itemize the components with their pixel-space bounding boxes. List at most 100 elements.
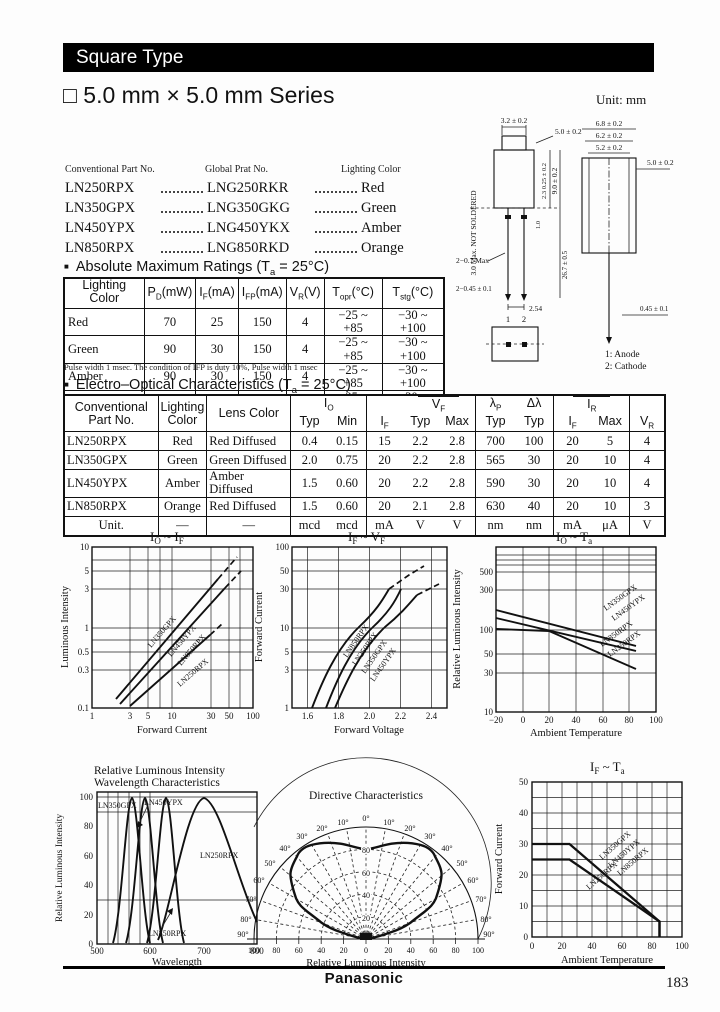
brand-logo: Panasonic [324,970,404,987]
y-axis-ticks: 0 10 20 30 40 50 [519,777,529,942]
table-header-row: Lighting Color PD(mW) IF(mA) IFP(mA) VR(… [63,277,445,310]
global-part-no: LNG350GKG [207,200,290,216]
section-bullet-icon: ■ [64,380,69,389]
svg-text:0: 0 [524,932,529,942]
svg-text:20: 20 [558,941,568,951]
table-header-row: Typ Min IF Typ Max Typ Typ IF Max VR [64,414,665,433]
conventional-part-no: LN350GPX [65,200,136,216]
svg-text:3: 3 [85,584,90,594]
series-curves [495,609,637,670]
svg-text:10: 10 [484,707,494,717]
cell: 2.1 [401,497,439,517]
svg-text:80: 80 [452,946,460,955]
cell: 20 [553,450,591,471]
cell: 4 [629,469,665,498]
chart-title: Relative Luminous Intensity [94,765,225,777]
unit-note: Unit: mm [596,92,647,107]
col-header: IF(mA) [195,277,239,310]
conventional-part-no: LN250RPX [65,180,135,196]
chart-title: Directive Characteristics [309,790,424,802]
cell: 90 [143,335,197,364]
section-bullet-icon: ■ [64,262,69,271]
svg-text:80: 80 [272,946,280,955]
svg-text:20: 20 [519,870,529,880]
cell: 150 [237,335,287,364]
cell: V [452,517,462,532]
cell: 2.8 [438,450,476,471]
svg-text:100: 100 [675,941,689,951]
part-list-headers: Conventional Part No. Global Prat No. Li… [65,164,417,175]
annotation-arrows [137,806,173,928]
chart-title: IO ~ Ta [556,529,592,546]
front-view [581,128,670,344]
polar-grid [247,757,492,944]
cell: Green [157,450,207,471]
svg-text:0.1: 0.1 [78,703,89,713]
cell: 20 [366,450,402,471]
page-title: □ 5.0 mm × 5.0 mm Series [63,82,335,108]
cell: −25 ~ +85 [323,308,383,337]
table-row: LN350GPX Green Green Diffused 2.0 0.75 20 2.2 2… [64,450,665,471]
dim-label: 2−0.45 ± 0.1 [456,285,492,293]
svg-text:70°: 70° [475,895,486,904]
series-label: LN850RPX [148,929,186,938]
col-header [629,395,665,415]
part-list-row: LN450YPX LNG450YKX Amber [65,217,417,237]
svg-text:−20: −20 [489,715,504,725]
conventional-part-no: LN850RPX [65,240,135,256]
cell: Red [157,431,207,452]
x-axis-label: Forward Current [137,725,207,736]
svg-text:1.8: 1.8 [333,711,345,721]
series-curves [112,796,258,944]
cell: 20 [553,431,591,452]
svg-text:0.5: 0.5 [78,647,90,657]
cell: 4 [285,308,325,337]
col-header: Δλ [526,396,542,411]
svg-text:500: 500 [480,567,494,577]
chart-title: IF ~ Ta [590,759,625,776]
x-axis-label: Wavelength [152,957,203,968]
dim-label: 1 [506,314,510,324]
chart-io-vs-ta: IO ~ Ta LN350GPX LN450YPX LN850RPX LN250… [452,529,663,739]
cell: 4 [285,335,325,364]
svg-text:30°: 30° [296,832,307,841]
cell: mA [553,516,591,536]
cell: 565 [475,450,515,471]
svg-text:30°: 30° [424,832,435,841]
dim-label: 3.2 ± 0.2 [501,116,528,125]
series-labels: LN350GPX LN450YPX LN850RPX LN250RPX [598,582,647,658]
y-axis-label: Relative Luminous Intensity [55,814,65,922]
svg-text:70°: 70° [245,895,256,904]
cell: mcd [290,516,328,536]
dim-label: 2.3 0.25 ± 0.2 [541,163,548,199]
col-header: IF [366,414,402,433]
dim-label: 2−0.7 Max [456,256,489,265]
svg-text:10: 10 [280,623,290,633]
cell: 2.8 [438,431,476,452]
cell: 30 [195,335,239,364]
series-label: LN350GPX [98,801,137,810]
cell: Red Diffused [206,431,291,452]
cell: −25 ~ +85 [323,362,383,391]
global-part-no: LNG850RKD [207,240,290,256]
svg-text:80°: 80° [480,915,491,924]
dim-label: 2.54 [529,304,542,313]
series-labels: LN350GPX LN450YPX LN250RPX LN850RPX [98,798,238,938]
svg-text:10°: 10° [337,818,348,827]
svg-text:40: 40 [317,946,325,955]
col-header: VF [402,395,476,414]
dim-label: 1.0 [535,221,542,229]
cell: 20 [366,469,402,498]
lighting-color: Orange [361,240,404,256]
series-label: LN450YPX [144,798,183,807]
cell: Unit. [98,517,124,532]
abs-max-section-title: ■ Absolute Maximum Ratings (Ta = 25°C) [64,259,330,277]
svg-text:1.6: 1.6 [302,711,314,721]
grid [92,547,253,708]
y-axis-ticks: 10 30 50 100 300 500 [480,567,494,717]
plot-frame [96,791,258,945]
svg-text:90°: 90° [237,930,248,939]
cell: 20 [366,497,402,517]
svg-text:50: 50 [484,649,494,659]
y-axis-label: Luminous Intensity [60,585,71,668]
